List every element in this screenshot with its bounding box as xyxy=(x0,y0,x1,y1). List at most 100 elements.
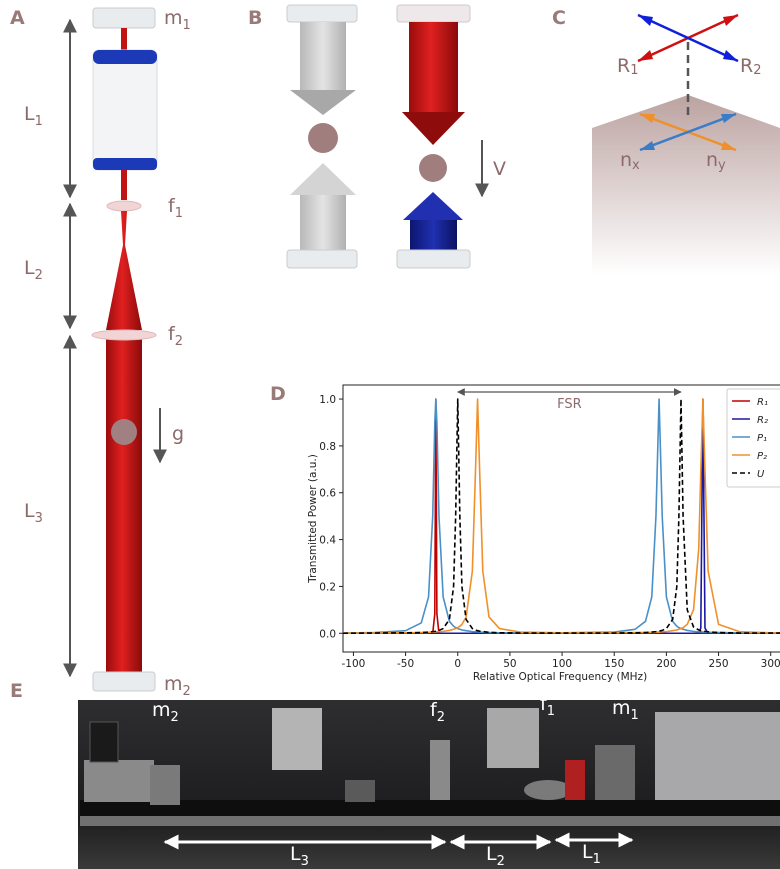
arrow-head xyxy=(290,90,356,115)
mount xyxy=(565,760,585,800)
cylinder-ring xyxy=(93,158,157,170)
label-base: n xyxy=(706,149,718,171)
mount xyxy=(90,722,118,762)
label-sub: 2 xyxy=(175,334,183,349)
label-sub: 3 xyxy=(301,854,309,869)
legend-label: U xyxy=(757,469,765,480)
legend-label: R₂ xyxy=(757,415,768,426)
label-sub: 2 xyxy=(497,854,505,869)
arrow-shaft xyxy=(409,22,458,112)
beam xyxy=(121,170,127,200)
plot-frame xyxy=(343,385,780,652)
panel-label: D xyxy=(270,383,286,405)
rail xyxy=(80,816,780,826)
arrow-shaft xyxy=(300,22,346,90)
y-axis-title: Transmitted Power (a.u.) xyxy=(307,454,319,584)
label-sub: 1 xyxy=(35,114,43,129)
label: R2 xyxy=(740,55,761,78)
label-sub: 1 xyxy=(631,708,639,723)
label-sub: 2 xyxy=(35,268,43,283)
legend-label: R₁ xyxy=(757,397,768,408)
label-base: n xyxy=(620,149,632,171)
mirror xyxy=(397,5,470,22)
label-base: m xyxy=(612,697,631,719)
lens xyxy=(107,201,141,211)
x-tick-label: 100 xyxy=(552,658,572,670)
label-sub: 3 xyxy=(35,511,43,526)
label-base: m xyxy=(152,699,171,721)
particle xyxy=(111,419,137,445)
mirror xyxy=(287,250,357,268)
beam xyxy=(121,28,127,52)
label: L3 xyxy=(24,500,43,526)
label-sub: 2 xyxy=(171,710,179,725)
legend-label: P₂ xyxy=(757,451,767,462)
label-sub: 2 xyxy=(183,684,191,699)
label-sub: x xyxy=(632,158,640,173)
label-sub: 1 xyxy=(593,852,601,867)
label-sub: 1 xyxy=(547,704,555,719)
panel-label: E xyxy=(10,680,23,702)
mirror xyxy=(397,250,470,268)
lens xyxy=(92,330,156,340)
mount xyxy=(430,740,450,800)
x-tick-label: 150 xyxy=(604,658,624,670)
panel-b-drawing xyxy=(287,5,482,268)
label-base: R xyxy=(740,55,753,77)
mount xyxy=(150,765,180,805)
x-tick-label: 250 xyxy=(709,658,729,670)
y-tick-label: 0.8 xyxy=(319,441,336,453)
label-sub: 2 xyxy=(437,710,445,725)
series-line xyxy=(343,399,780,633)
mirror xyxy=(93,672,155,691)
arrow-shaft xyxy=(300,195,346,250)
panel-label: C xyxy=(552,7,566,29)
x-tick-label: -100 xyxy=(342,658,366,670)
crystal xyxy=(592,95,780,275)
panel-c-drawing xyxy=(592,15,780,275)
label-base: L xyxy=(486,843,497,865)
label: f2 xyxy=(168,323,183,349)
figure: A B C D E m1 L1 f1 L2 f2 g L3 m2 xyxy=(0,0,780,869)
panel-a-drawing xyxy=(70,8,160,691)
panel-label: B xyxy=(248,7,262,29)
label-base: L xyxy=(24,500,35,522)
mount xyxy=(84,760,154,802)
label-base: R xyxy=(617,55,630,77)
y-tick-label: 0.0 xyxy=(319,628,336,640)
label-base: L xyxy=(24,257,35,279)
series-group xyxy=(343,399,780,633)
target-card xyxy=(272,708,322,770)
particle xyxy=(308,123,338,153)
arrow-head xyxy=(290,163,356,195)
label-sub: 2 xyxy=(753,63,761,78)
y-tick-label: 0.4 xyxy=(319,535,336,547)
series-line xyxy=(343,399,780,633)
arrow-head xyxy=(402,112,465,145)
legend-label: P₁ xyxy=(757,433,767,444)
y-tick-label: 1.0 xyxy=(319,394,336,406)
beam-cone xyxy=(106,211,142,330)
series-line xyxy=(343,399,780,633)
label-base: L xyxy=(24,103,35,125)
series-line xyxy=(343,399,780,633)
label: L2 xyxy=(24,257,43,283)
cylinder xyxy=(93,50,157,170)
target-card xyxy=(487,708,539,768)
label-base: L xyxy=(290,843,301,865)
x-tick-label: 0 xyxy=(454,658,461,670)
particle xyxy=(419,154,447,182)
arrow-shaft xyxy=(410,220,457,250)
series-line xyxy=(343,399,780,633)
x-tick-label: 300 xyxy=(761,658,780,670)
label-base: m xyxy=(164,673,183,695)
mount xyxy=(595,745,635,800)
label: g xyxy=(172,423,184,445)
label-base: m xyxy=(164,7,183,29)
panel-e-photo xyxy=(78,700,780,869)
label: m1 xyxy=(164,7,191,33)
label: m2 xyxy=(164,673,191,699)
mount xyxy=(524,780,572,800)
arrow-head xyxy=(403,192,463,220)
label-sub: y xyxy=(718,158,726,173)
